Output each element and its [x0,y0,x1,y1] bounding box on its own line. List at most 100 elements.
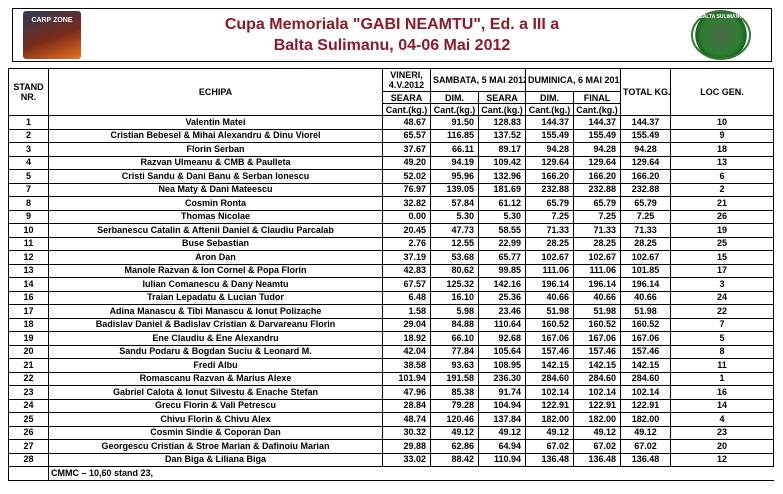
value-cell: 65.79 [573,196,621,211]
subheader-cell: DIM. [525,91,574,104]
value-cell: 155.49 [620,128,671,143]
subheader-cell: FINAL [573,91,621,104]
value-cell: 136.48 [573,452,621,467]
value-cell: 91.50 [430,115,479,130]
value-cell: 160.52 [573,317,621,332]
logo-left: CARP ZONE [23,11,81,59]
value-cell: 40.66 [525,290,574,305]
value-cell: 15 [670,250,774,265]
value-cell: 144.37 [573,115,621,130]
table-row: 1 Valentin Matei 48.67 91.50 128.83 144.37 144… [8,115,774,130]
table-body: 1 Valentin Matei 48.67 91.50 128.83 144.37 144… [8,115,774,481]
table-row: 16 Traian Lepadatu & Lucian Tudor 6.48 16.1… [8,290,774,305]
value-cell: 61.12 [478,196,526,211]
table-row: 23 Gabriel Calota & Ionut Silvestu & Enac… [8,385,774,400]
value-cell: 48.74 [382,412,431,427]
value-cell: 30.32 [382,425,431,440]
value-cell: 51.98 [573,304,621,319]
value-cell: 18 [670,142,774,157]
value-cell: 5 [670,331,774,346]
header-cell: TOTAL KG. [620,68,671,116]
value-cell: 116.85 [430,128,479,143]
table-row: 18 Badislav Daniel & Badislav Cristian & … [8,317,774,332]
team-cell: Cosmin Sindie & Coporan Dan [48,425,383,440]
value-cell: 166.20 [620,169,671,184]
value-cell: 7 [670,317,774,332]
value-cell: 19 [8,331,49,346]
value-cell: 53.68 [430,250,479,265]
value-cell: 167.06 [620,331,671,346]
value-cell: 232.88 [525,182,574,197]
logo-text: CARP ZONE [31,17,73,24]
value-cell: 51.98 [525,304,574,319]
unit-cell: Cant.(kg.) [382,103,431,116]
value-cell: 42.83 [382,263,431,278]
value-cell: 80.62 [430,263,479,278]
title: Cupa Memoriala "GABI NEAMTU", Ed. a III … [224,16,560,33]
value-cell: 66.10 [430,331,479,346]
value-cell: 6 [670,169,774,184]
value-cell: 25 [670,236,774,251]
value-cell: 47.73 [430,223,479,238]
table-row: 20 Sandu Podaru & Bogdan Suciu & Leonard … [8,344,774,359]
team-cell: Aron Dan [48,250,383,265]
table-row: 5 Cristi Sandu & Dani Banu & Serban Iones… [8,169,774,184]
table-row: 26 Cosmin Sindie & Coporan Dan 30.32 49.12 4… [8,425,774,440]
value-cell: 4 [670,412,774,427]
value-cell: 196.14 [573,277,621,292]
value-cell: 64.94 [478,439,526,454]
value-cell: 144.37 [525,115,574,130]
value-cell: 77.84 [430,344,479,359]
table-row: 24 Grecu Florin & Vali Petrescu 28.84 79.28… [8,398,774,413]
team-cell: Manole Razvan & Ion Cornel & Popa Florin [48,263,383,278]
value-cell: 110.64 [478,317,526,332]
value-cell: 2.76 [382,236,431,251]
value-cell: 5.30 [478,209,526,224]
value-cell: 182.00 [573,412,621,427]
value-cell: 12 [670,452,774,467]
team-cell: Serbanescu Catalin & Aftenii Daniel & Cl… [48,223,383,238]
value-cell: 232.88 [573,182,621,197]
unit-cell: Cant.(kg.) [478,103,526,116]
value-cell: 122.91 [573,398,621,413]
header-cell: LOC GEN. [670,68,774,116]
value-cell: 142.15 [525,358,574,373]
value-cell: 155.49 [573,128,621,143]
value-cell: 24 [670,290,774,305]
value-cell: 9 [670,128,774,143]
value-cell: 67.02 [525,439,574,454]
value-cell: 166.20 [525,169,574,184]
value-cell: 137.84 [478,412,526,427]
value-cell: 1 [8,115,49,130]
value-cell: 167.06 [573,331,621,346]
value-cell: 129.64 [525,155,574,170]
value-cell: 129.64 [573,155,621,170]
value-cell: 94.19 [430,155,479,170]
value-cell: 48.67 [382,115,431,130]
value-cell: 16 [670,385,774,400]
value-cell: 101.94 [382,371,431,386]
team-cell: Buse Sebastian [48,236,383,251]
value-cell: 58.55 [478,223,526,238]
value-cell: 79.28 [430,398,479,413]
value-cell: 10 [8,223,49,238]
value-cell: 21 [670,196,774,211]
table-row: 10 Serbanescu Catalin & Aftenii Daniel & … [8,223,774,238]
value-cell: 66.11 [430,142,479,157]
team-cell: Gabriel Calota & Ionut Silvestu & Enache… [48,385,383,400]
value-cell: 23 [8,385,49,400]
empty-cell [8,466,49,481]
team-cell: Traian Lepadatu & Lucian Tudor [48,290,383,305]
table-row: 13 Manole Razvan & Ion Cornel & Popa Flor… [8,263,774,278]
value-cell: 139.05 [430,182,479,197]
value-cell: 40.66 [620,290,671,305]
value-cell: 157.46 [525,344,574,359]
value-cell: 111.06 [573,263,621,278]
value-cell: 120.46 [430,412,479,427]
value-cell: 33.02 [382,452,431,467]
value-cell: 157.46 [620,344,671,359]
table-row: 12 Aron Dan 37.19 53.68 65.77 102.67 102.67 102… [8,250,774,265]
team-cell: Georgescu Cristian & Stroe Marian & Dafi… [48,439,383,454]
value-cell: 49.12 [573,425,621,440]
